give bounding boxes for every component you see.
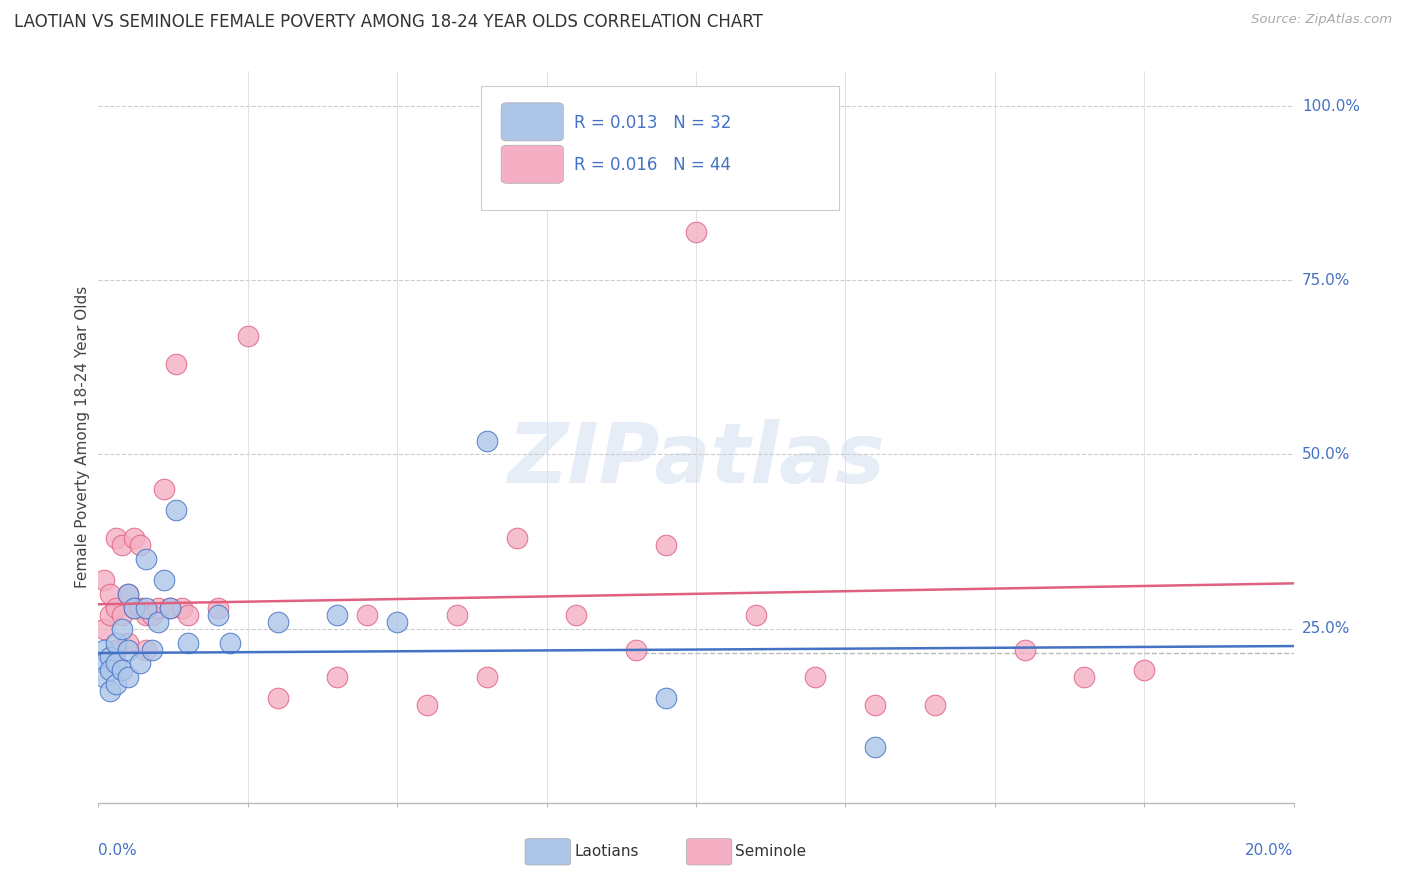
Point [207,607,229,622]
Point [129,600,152,615]
Text: Laotians: Laotians [574,845,638,859]
FancyBboxPatch shape [501,103,564,141]
Point [1133,664,1156,678]
Point [416,698,439,713]
Point [105,677,128,691]
Point [219,635,242,649]
Text: 50.0%: 50.0% [1302,447,1350,462]
Point [93,657,115,671]
Point [475,434,498,448]
Point [98,684,122,698]
Point [475,670,498,684]
Point [565,607,588,622]
Text: ZIPatlas: ZIPatlas [508,418,884,500]
Point [98,607,122,622]
Text: LAOTIAN VS SEMINOLE FEMALE POVERTY AMONG 18-24 YEAR OLDS CORRELATION CHART: LAOTIAN VS SEMINOLE FEMALE POVERTY AMONG… [14,13,763,31]
Point [124,600,146,615]
Point [98,649,122,664]
Point [111,664,134,678]
Point [153,573,176,587]
Point [117,670,139,684]
Point [117,587,139,601]
Point [105,642,128,657]
Point [446,607,468,622]
Point [135,552,157,566]
Text: 0.0%: 0.0% [98,843,138,858]
Point [105,531,128,545]
Point [117,642,139,657]
FancyBboxPatch shape [481,86,839,211]
Point [124,531,146,545]
Point [236,329,259,343]
Point [385,615,409,629]
Point [117,635,139,649]
Text: 75.0%: 75.0% [1302,273,1350,288]
Text: Seminole: Seminole [735,845,807,859]
Point [135,600,157,615]
Point [105,657,128,671]
Point [165,503,187,517]
Point [141,642,163,657]
Point [865,740,887,755]
Point [267,615,290,629]
Point [356,607,378,622]
Point [111,607,134,622]
Point [207,600,229,615]
Point [148,615,170,629]
Point [326,607,349,622]
Y-axis label: Female Poverty Among 18-24 Year Olds: Female Poverty Among 18-24 Year Olds [75,286,90,588]
Point [506,531,529,545]
Point [172,600,194,615]
Point [135,642,157,657]
Point [148,600,170,615]
Point [93,622,115,636]
Point [624,642,647,657]
Point [93,642,115,657]
Text: Source: ZipAtlas.com: Source: ZipAtlas.com [1251,13,1392,27]
Point [105,600,128,615]
Point [98,664,122,678]
Point [93,573,115,587]
FancyBboxPatch shape [524,838,571,865]
FancyBboxPatch shape [686,838,733,865]
Text: 25.0%: 25.0% [1302,621,1350,636]
Point [153,483,176,497]
Point [129,538,152,552]
Point [177,635,200,649]
Text: R = 0.016   N = 44: R = 0.016 N = 44 [574,156,731,174]
Point [111,622,134,636]
Point [924,698,946,713]
Point [159,600,181,615]
Point [745,607,768,622]
Point [655,691,678,706]
Point [93,670,115,684]
Point [1014,642,1036,657]
Text: 100.0%: 100.0% [1302,99,1360,113]
Point [326,670,349,684]
Text: 20.0%: 20.0% [1246,843,1294,858]
FancyBboxPatch shape [501,145,564,183]
Point [124,600,146,615]
Point [165,357,187,371]
Point [135,607,157,622]
Point [655,538,678,552]
Point [1073,670,1095,684]
Point [141,607,163,622]
Point [267,691,290,706]
Point [129,657,152,671]
Point [865,698,887,713]
Point [98,587,122,601]
Point [685,225,707,239]
Point [159,600,181,615]
Point [105,635,128,649]
Point [804,670,827,684]
Point [111,538,134,552]
Text: R = 0.013   N = 32: R = 0.013 N = 32 [574,113,731,131]
Point [177,607,200,622]
Point [117,587,139,601]
